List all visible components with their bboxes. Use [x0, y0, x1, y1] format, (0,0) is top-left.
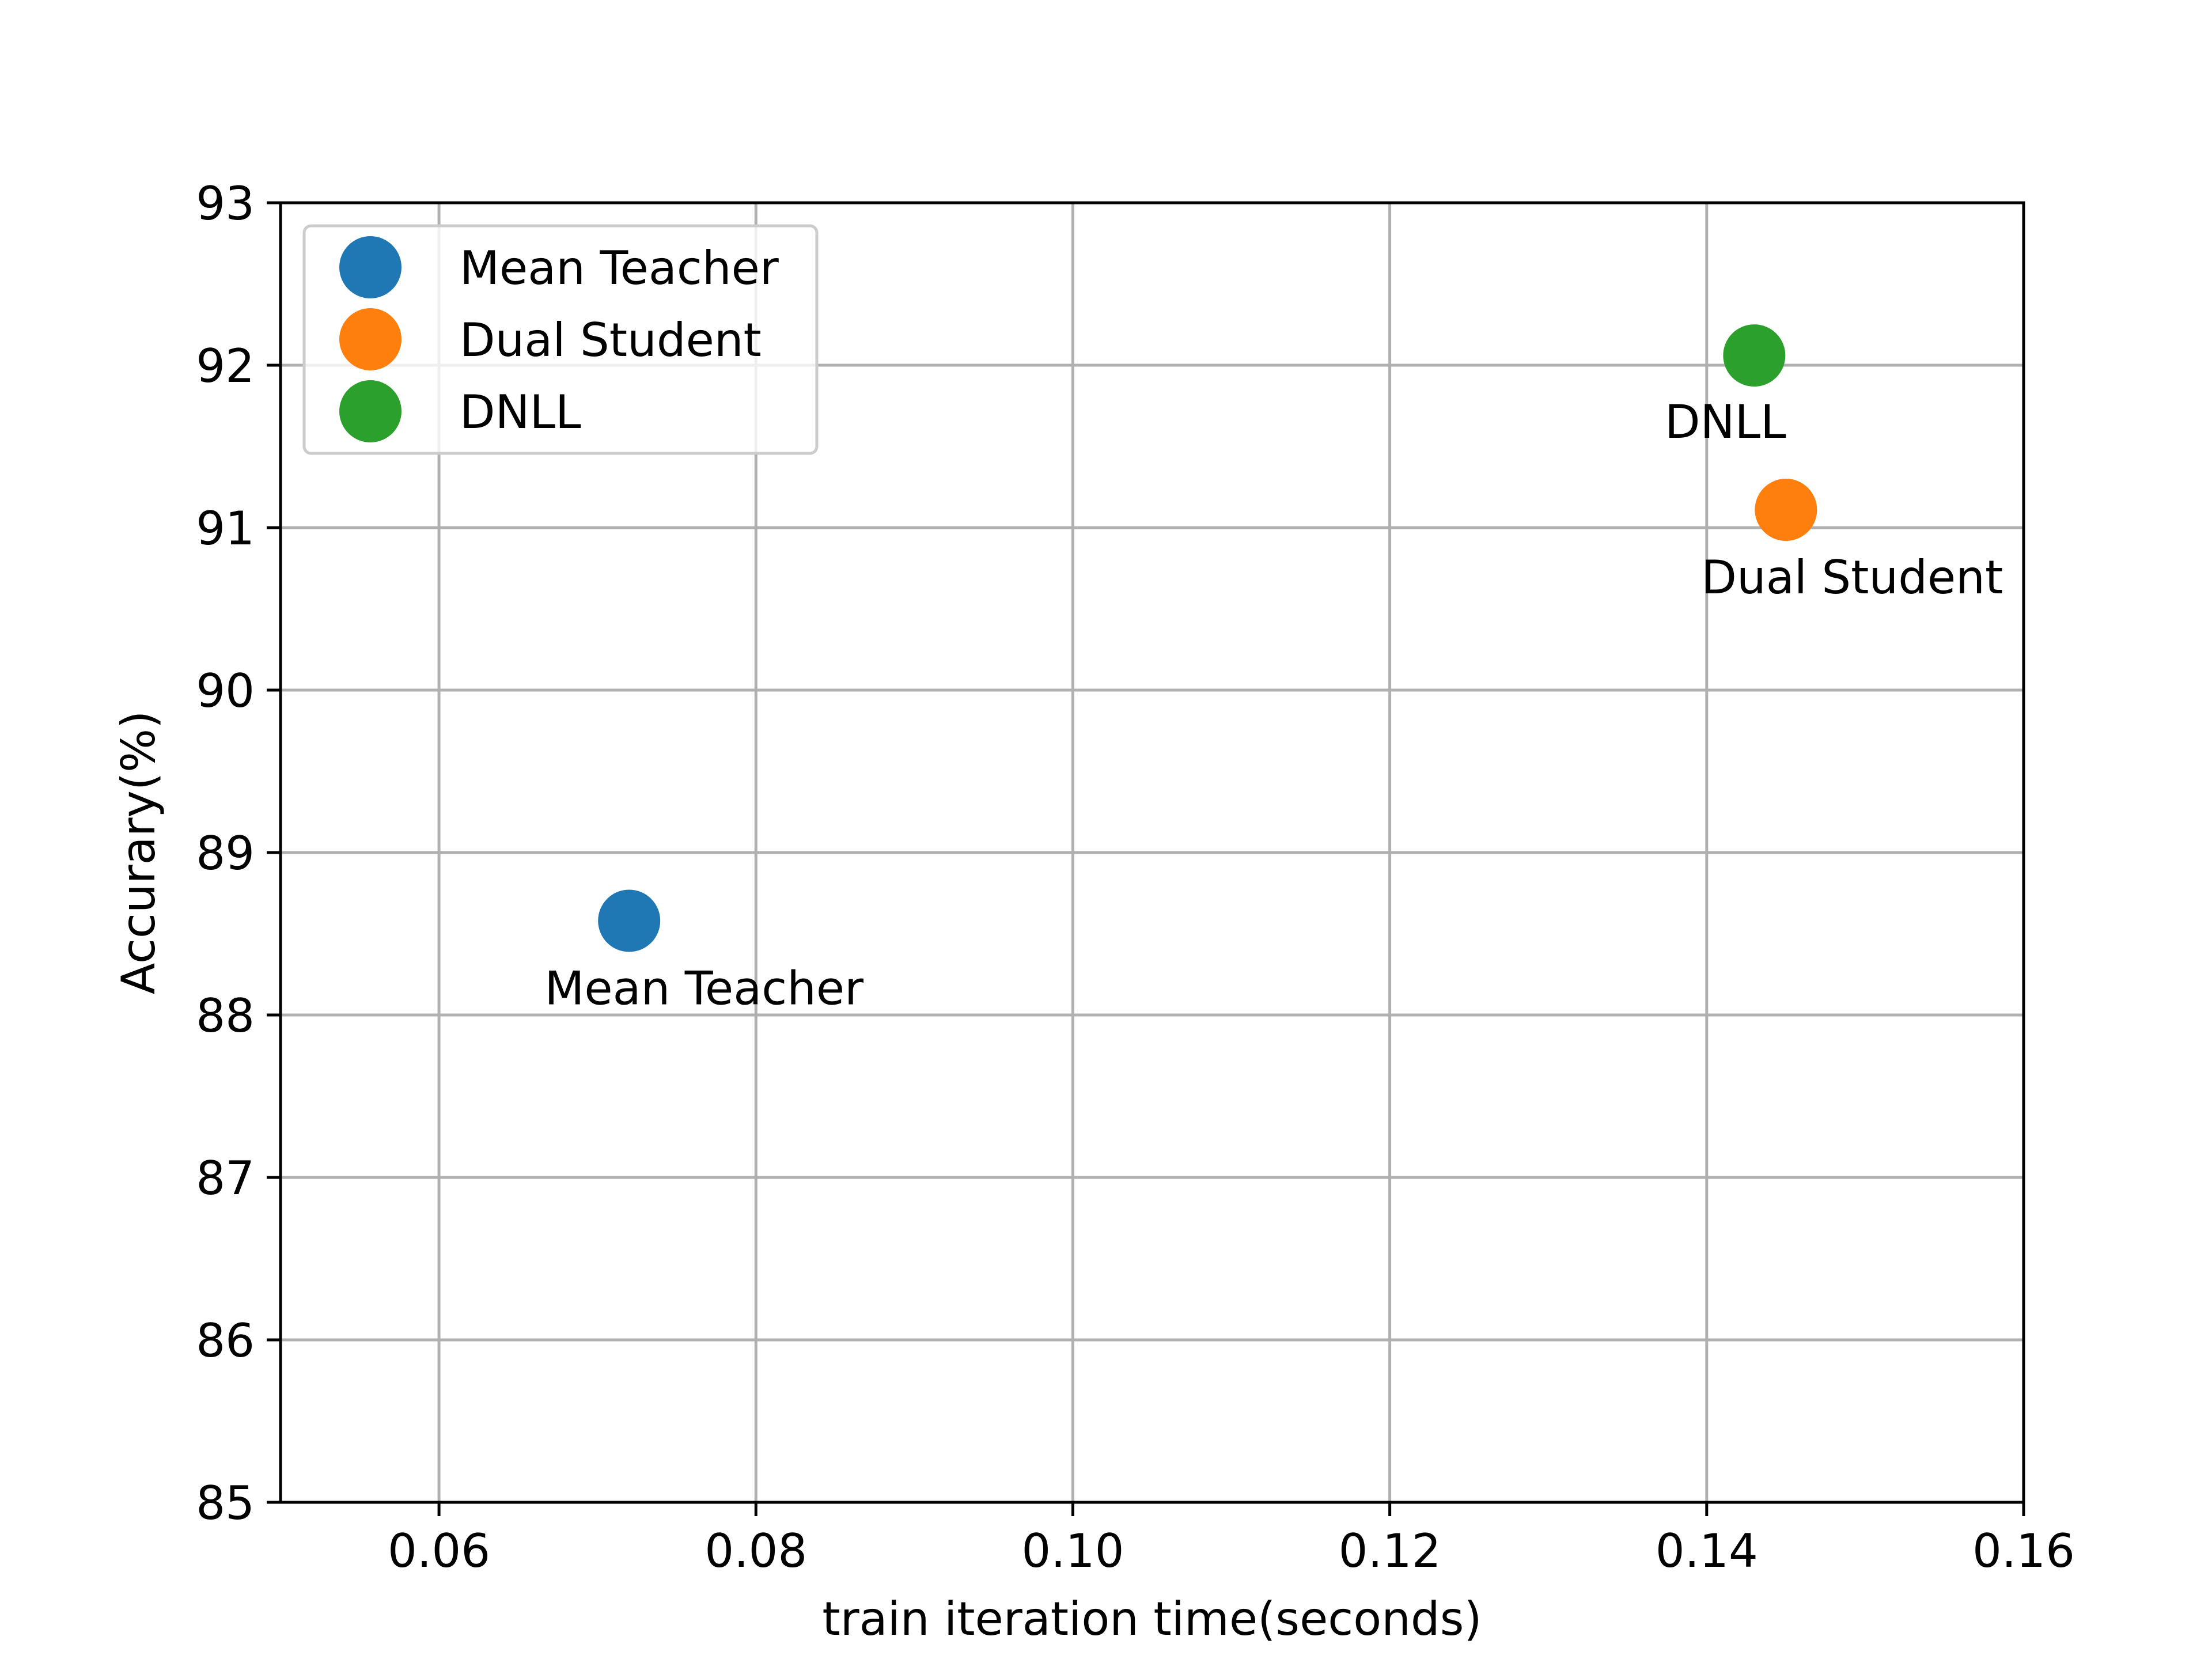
point-label: DNLL — [1665, 395, 1786, 449]
point-mean-teacher — [598, 889, 661, 952]
y-axis-label: Accurary(%) — [112, 711, 165, 995]
point-dual-student — [1755, 478, 1817, 541]
y-tick-label: 91 — [196, 502, 255, 555]
legend-label: Mean Teacher — [460, 241, 779, 295]
x-tick-label: 0.16 — [1972, 1524, 2075, 1578]
y-tick-label: 92 — [196, 339, 255, 393]
legend: Mean Teacher Dual Student DNLL — [302, 224, 819, 455]
y-tick-label: 87 — [196, 1152, 255, 1205]
y-tick-label: 86 — [196, 1314, 255, 1368]
point-label: Dual Student — [1701, 551, 2003, 604]
x-tick-label: 0.10 — [1021, 1524, 1124, 1578]
point-dnll — [1723, 324, 1786, 387]
x-tick-label: 0.12 — [1339, 1524, 1441, 1578]
point-label: Mean Teacher — [544, 961, 863, 1015]
legend-marker — [339, 380, 402, 442]
y-tick-label: 85 — [196, 1476, 255, 1530]
legend-box — [302, 224, 819, 455]
y-tick-label: 93 — [196, 177, 255, 230]
y-tick-label: 88 — [196, 989, 255, 1043]
legend-marker — [339, 236, 402, 298]
legend-label: DNLL — [460, 385, 581, 439]
plot-frame — [279, 201, 2025, 1504]
y-tick-label: 89 — [196, 827, 255, 880]
axes: 0.06 0.08 0.10 0.12 0.14 0.16 85 86 87 88 89 90 91 92… — [196, 177, 2075, 1578]
x-tick-label: 0.08 — [704, 1524, 807, 1578]
y-tick-label: 90 — [196, 664, 255, 718]
x-axis-label: train iteration time(seconds) — [822, 1592, 1482, 1646]
data-points: Mean Teacher Dual Student DNLL — [544, 324, 2003, 1015]
x-tick-label: 0.06 — [388, 1524, 490, 1578]
legend-label: Dual Student — [460, 313, 762, 367]
legend-marker — [339, 308, 402, 370]
x-tick-label: 0.14 — [1656, 1524, 1758, 1578]
